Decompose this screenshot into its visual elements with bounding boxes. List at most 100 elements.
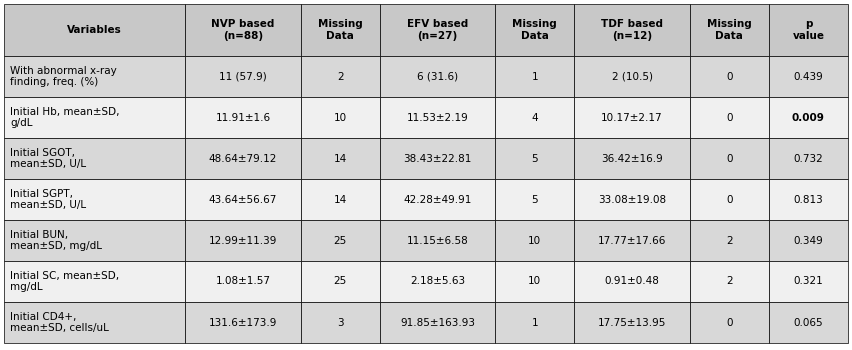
Bar bbox=[186, 138, 301, 179]
Text: p
value: p value bbox=[792, 19, 825, 41]
Bar bbox=[186, 97, 301, 138]
Bar bbox=[574, 302, 690, 343]
Text: 0.813: 0.813 bbox=[793, 195, 823, 204]
Text: 0: 0 bbox=[726, 195, 733, 204]
Text: 3: 3 bbox=[337, 317, 343, 328]
Text: 42.28±49.91: 42.28±49.91 bbox=[403, 195, 472, 204]
Bar bbox=[4, 179, 186, 220]
Text: 0.009: 0.009 bbox=[792, 112, 825, 122]
Bar bbox=[4, 261, 186, 302]
Bar bbox=[574, 220, 690, 261]
Text: 11 (57.9): 11 (57.9) bbox=[219, 71, 267, 82]
Bar bbox=[4, 97, 186, 138]
Bar bbox=[690, 4, 769, 56]
Bar bbox=[574, 138, 690, 179]
Bar bbox=[769, 261, 848, 302]
Bar bbox=[574, 179, 690, 220]
Text: 0: 0 bbox=[726, 317, 733, 328]
Text: 11.15±6.58: 11.15±6.58 bbox=[406, 236, 469, 245]
Bar bbox=[301, 97, 380, 138]
Bar bbox=[380, 138, 495, 179]
Bar bbox=[301, 4, 380, 56]
Bar bbox=[574, 97, 690, 138]
Text: Missing
Data: Missing Data bbox=[512, 19, 557, 41]
Text: Initial Hb, mean±SD,
g/dL: Initial Hb, mean±SD, g/dL bbox=[10, 107, 119, 128]
Bar bbox=[186, 302, 301, 343]
Bar bbox=[380, 97, 495, 138]
Bar bbox=[186, 220, 301, 261]
Text: 1: 1 bbox=[532, 317, 538, 328]
Bar bbox=[769, 56, 848, 97]
Bar bbox=[690, 56, 769, 97]
Bar bbox=[690, 138, 769, 179]
Bar bbox=[495, 220, 574, 261]
Bar bbox=[301, 138, 380, 179]
Bar bbox=[301, 220, 380, 261]
Text: 11.91±1.6: 11.91±1.6 bbox=[216, 112, 271, 122]
Bar bbox=[574, 4, 690, 56]
Bar bbox=[4, 56, 186, 97]
Bar bbox=[690, 179, 769, 220]
Text: 10: 10 bbox=[528, 236, 541, 245]
Bar bbox=[4, 4, 186, 56]
Bar bbox=[495, 138, 574, 179]
Text: EFV based
(n=27): EFV based (n=27) bbox=[407, 19, 468, 41]
Bar bbox=[690, 302, 769, 343]
Text: 2 (10.5): 2 (10.5) bbox=[612, 71, 653, 82]
Bar bbox=[186, 56, 301, 97]
Text: 0.349: 0.349 bbox=[793, 236, 823, 245]
Text: 2: 2 bbox=[726, 236, 733, 245]
Bar bbox=[574, 261, 690, 302]
Text: 10: 10 bbox=[334, 112, 347, 122]
Text: TDF based
(n=12): TDF based (n=12) bbox=[601, 19, 663, 41]
Text: Missing
Data: Missing Data bbox=[318, 19, 363, 41]
Text: Initial SC, mean±SD,
mg/dL: Initial SC, mean±SD, mg/dL bbox=[10, 271, 119, 292]
Bar bbox=[301, 261, 380, 302]
Bar bbox=[495, 179, 574, 220]
Text: 17.75±13.95: 17.75±13.95 bbox=[598, 317, 666, 328]
Text: 1: 1 bbox=[532, 71, 538, 82]
Bar bbox=[495, 97, 574, 138]
Bar bbox=[769, 138, 848, 179]
Text: Initial CD4+,
mean±SD, cells/uL: Initial CD4+, mean±SD, cells/uL bbox=[10, 312, 109, 333]
Bar bbox=[769, 220, 848, 261]
Text: Missing
Data: Missing Data bbox=[707, 19, 751, 41]
Bar bbox=[4, 302, 186, 343]
Text: 2: 2 bbox=[726, 276, 733, 287]
Bar bbox=[690, 261, 769, 302]
Bar bbox=[380, 302, 495, 343]
Bar bbox=[769, 179, 848, 220]
Text: 2.18±5.63: 2.18±5.63 bbox=[410, 276, 465, 287]
Text: 14: 14 bbox=[334, 154, 347, 163]
Bar bbox=[495, 4, 574, 56]
Text: 131.6±173.9: 131.6±173.9 bbox=[209, 317, 277, 328]
Text: 0: 0 bbox=[726, 112, 733, 122]
Text: 0.439: 0.439 bbox=[793, 71, 823, 82]
Text: 48.64±79.12: 48.64±79.12 bbox=[209, 154, 277, 163]
Bar bbox=[769, 4, 848, 56]
Bar bbox=[690, 220, 769, 261]
Text: 14: 14 bbox=[334, 195, 347, 204]
Bar bbox=[186, 179, 301, 220]
Text: Initial SGOT,
mean±SD, U/L: Initial SGOT, mean±SD, U/L bbox=[10, 148, 86, 169]
Text: 6 (31.6): 6 (31.6) bbox=[417, 71, 458, 82]
Text: 91.85±163.93: 91.85±163.93 bbox=[400, 317, 475, 328]
Bar bbox=[574, 56, 690, 97]
Text: 25: 25 bbox=[334, 236, 347, 245]
Text: 10.17±2.17: 10.17±2.17 bbox=[602, 112, 663, 122]
Text: 5: 5 bbox=[532, 195, 538, 204]
Text: 0.065: 0.065 bbox=[793, 317, 823, 328]
Text: 0.732: 0.732 bbox=[793, 154, 823, 163]
Text: 2: 2 bbox=[337, 71, 343, 82]
Bar bbox=[301, 302, 380, 343]
Text: Initial SGPT,
mean±SD, U/L: Initial SGPT, mean±SD, U/L bbox=[10, 189, 86, 210]
Text: 36.42±16.9: 36.42±16.9 bbox=[602, 154, 663, 163]
Bar bbox=[186, 261, 301, 302]
Bar bbox=[380, 179, 495, 220]
Text: 38.43±22.81: 38.43±22.81 bbox=[403, 154, 472, 163]
Bar bbox=[769, 302, 848, 343]
Text: NVP based
(n=88): NVP based (n=88) bbox=[211, 19, 274, 41]
Bar bbox=[301, 56, 380, 97]
Bar bbox=[495, 302, 574, 343]
Text: 12.99±11.39: 12.99±11.39 bbox=[209, 236, 277, 245]
